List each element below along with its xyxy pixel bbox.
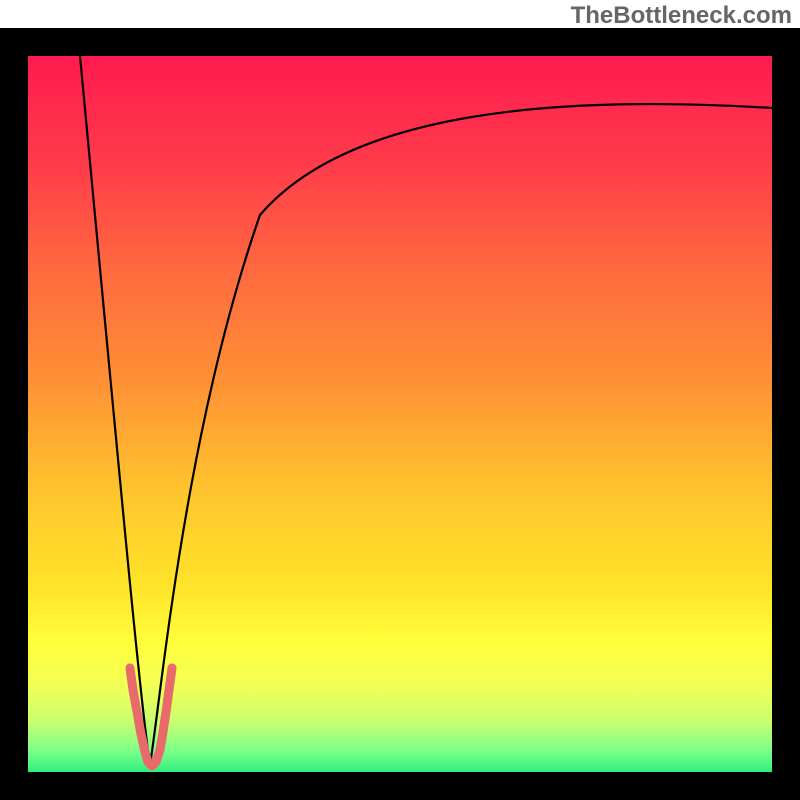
chart-container: TheBottleneck.com (0, 0, 800, 800)
watermark-text: TheBottleneck.com (571, 2, 792, 30)
plot-background (28, 56, 772, 772)
bottleneck-chart (0, 0, 800, 800)
